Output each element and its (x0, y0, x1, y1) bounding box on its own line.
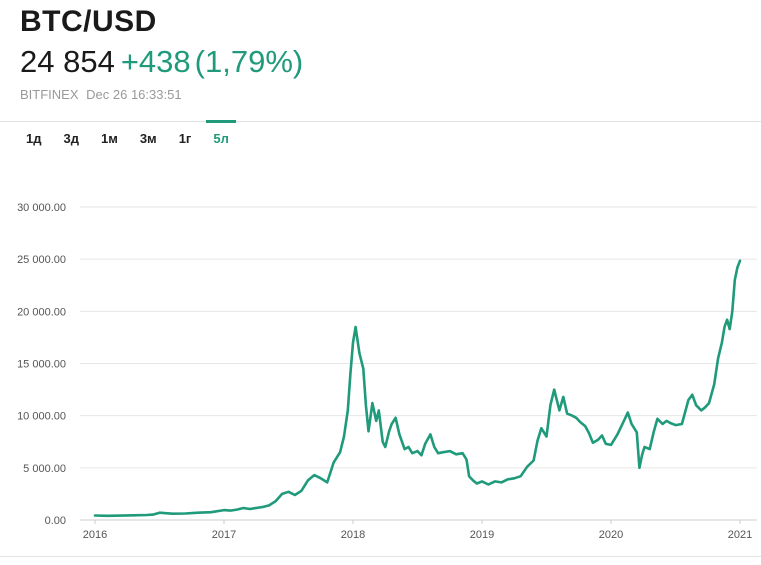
y-tick-label: 5 000.00 (23, 463, 66, 475)
y-tick-label: 30 000.00 (17, 202, 66, 214)
quote-line: 24 854 +438 (1,79%) (20, 42, 303, 82)
tab-1y[interactable]: 1г (178, 131, 192, 146)
range-tabs: 1д 3д 1м 3м 1г 5л (19, 120, 244, 155)
tab-1d[interactable]: 1д (26, 131, 42, 146)
divider (0, 121, 761, 122)
x-tick-label: 2018 (341, 529, 365, 541)
x-tick-label: 2016 (83, 529, 107, 541)
last-price: 24 854 (20, 44, 115, 79)
quote-meta: BITFINEX Dec 26 16:33:51 (20, 86, 303, 104)
y-tick-label: 25 000.00 (17, 254, 66, 266)
y-tick-label: 10 000.00 (17, 411, 66, 423)
symbol-title: BTC/USD (20, 5, 157, 38)
divider (0, 556, 761, 557)
y-tick-label: 0.00 (45, 515, 66, 527)
exchange-name: BITFINEX (20, 87, 79, 102)
x-tick-label: 2017 (212, 529, 236, 541)
price-change-percent: (1,79%) (194, 44, 304, 79)
price-change: +438 (120, 44, 191, 79)
x-tick-label: 2021 (728, 529, 752, 541)
y-tick-label: 20 000.00 (17, 306, 66, 318)
tab-3m[interactable]: 3м (139, 131, 157, 146)
quote-timestamp: Dec 26 16:33:51 (86, 87, 182, 102)
x-tick-label: 2020 (599, 529, 623, 541)
quote-header: BTC/USD 24 854 +438 (1,79%) BITFINEX Dec 2… (20, 4, 303, 104)
tab-1m[interactable]: 1м (100, 131, 118, 146)
x-tick-label: 2019 (470, 529, 494, 541)
price-chart[interactable]: 0.00 5 000.00 10 000.00 15 000.00 20 000.00 2… (0, 160, 761, 555)
tab-3d[interactable]: 3д (63, 131, 79, 146)
tab-5y[interactable]: 5л (206, 120, 236, 155)
price-series-line (93, 259, 742, 518)
y-tick-label: 15 000.00 (17, 359, 66, 371)
